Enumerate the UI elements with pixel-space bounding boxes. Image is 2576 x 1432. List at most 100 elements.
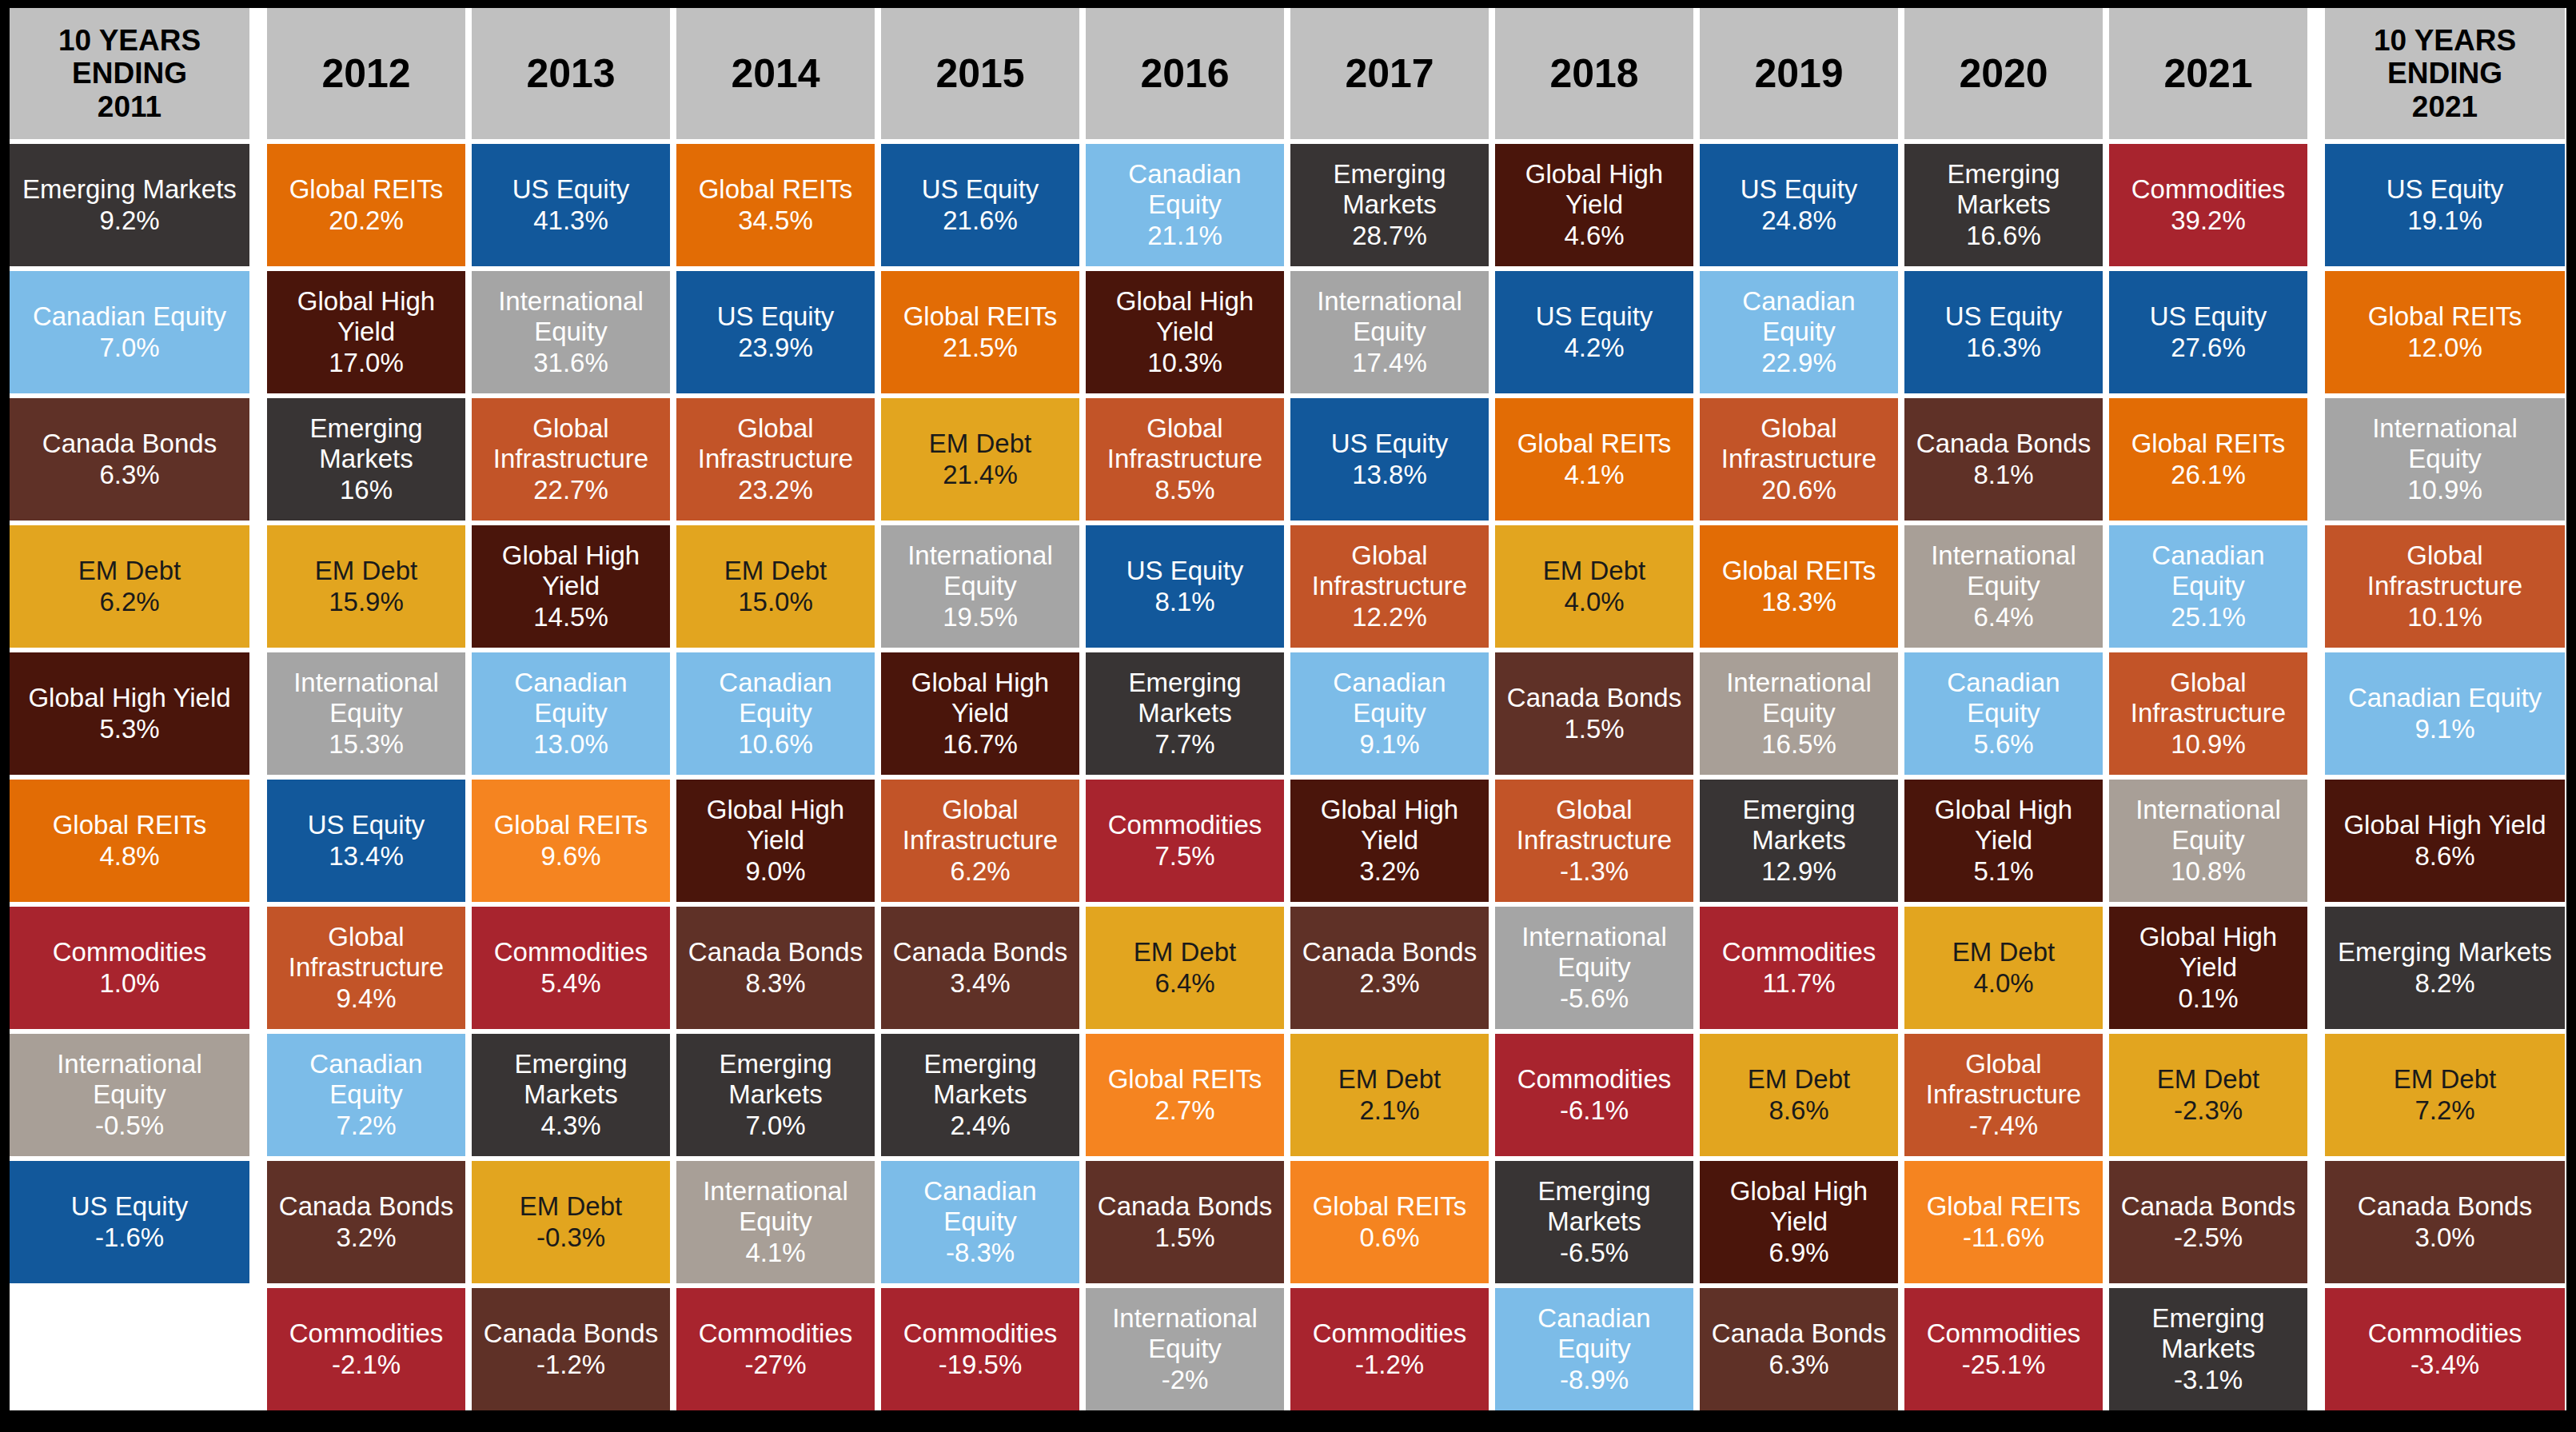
cell-em_debt: EM Debt 15.9% [267,525,465,648]
cell-us_equity: US Equity 21.6% [881,144,1079,266]
asset-label: Commodities [684,1318,867,1349]
year-column-2014: 2014 Global REITs 34.5% US Equity 23.9% … [676,8,875,1410]
asset-label: Canada Bonds [1708,1318,1890,1349]
asset-label: EM Debt [480,1191,662,1222]
asset-label: US Equity [684,301,867,332]
cell-global_high_yield: Global High Yield 8.6% [2325,780,2565,902]
asset-return-value: 10.9% [2117,729,2299,760]
asset-return-value: -25.1% [1912,1350,2095,1380]
asset-return-value: 25.1% [2117,602,2299,632]
cell-global_high_yield: Global High Yield 9.0% [676,780,875,902]
quilt-grid: 10 YEARS ENDING 2011 Emerging Markets 9.… [10,8,2566,1410]
asset-label: Global High Yield [889,668,1071,729]
asset-return-value: 34.5% [684,205,867,236]
asset-return-value: 2.4% [889,1111,1071,1141]
cell-us_equity: US Equity 27.6% [2109,271,2307,393]
asset-label: Emerging Markets [1708,795,1890,856]
asset-label: Commodities [1708,937,1890,967]
asset-return-value: 6.2% [18,587,241,617]
asset-return-value: 4.1% [1503,460,1685,490]
cell-commodities: Commodities -19.5% [881,1288,1079,1410]
asset-return-value: -27% [684,1350,867,1380]
asset-return-value: 4.0% [1503,587,1685,617]
cell-canadian_equity: Canadian Equity 9.1% [2325,652,2565,775]
cell-global_high_yield: Global High Yield 14.5% [472,525,670,648]
asset-return-value: -0.5% [18,1111,241,1141]
asset-return-value: -0.3% [480,1223,662,1253]
asset-label: US Equity [1708,174,1890,205]
cell-emerging_markets: Emerging Markets 28.7% [1290,144,1489,266]
cell-canada_bonds: Canada Bonds 1.5% [1495,652,1693,775]
asset-label: Global REITs [18,810,241,840]
cell-global_high_yield: Global High Yield 0.1% [2109,907,2307,1029]
cell-canadian_equity: Canadian Equity -8.3% [881,1161,1079,1283]
column-header: 2014 [676,8,875,139]
cell-us_equity: US Equity 16.3% [1904,271,2103,393]
asset-return-value: -1.3% [1503,856,1685,887]
asset-return-value: 5.3% [18,714,241,744]
asset-return-value: 9.2% [18,205,241,236]
asset-label: Global High Yield [684,795,867,856]
asset-return-value: -1.6% [18,1223,241,1253]
asset-label: US Equity [1503,301,1685,332]
cell-em_debt: EM Debt 4.0% [1495,525,1693,648]
cell-global_reits: Global REITs 12.0% [2325,271,2565,393]
asset-label: Global High Yield [2333,810,2557,840]
asset-label: Global Infrastructure [275,922,457,983]
asset-return-value: 2.7% [1094,1095,1276,1126]
asset-label: Canada Bonds [1298,937,1481,967]
asset-label: Global REITs [1298,1191,1481,1222]
cell-canadian_equity: Canadian Equity 7.0% [10,271,249,393]
asset-label: Canadian Equity [2333,683,2557,713]
asset-label: Global High Yield [18,683,241,713]
asset-label: Global Infrastructure [480,413,662,475]
asset-label: Emerging Markets [1298,159,1481,221]
column-cells: Global REITs 20.2% Global High Yield 17.… [267,144,465,1410]
cell-em_debt: EM Debt 15.0% [676,525,875,648]
asset-label: US Equity [2117,301,2299,332]
cell-global_infrastructure: Global Infrastructure 20.6% [1700,398,1898,521]
year-column-2012: 2012 Global REITs 20.2% Global High Yiel… [267,8,465,1410]
asset-label: Global REITs [684,174,867,205]
cell-emerging_markets: Emerging Markets 9.2% [10,144,249,266]
asset-label: Global Infrastructure [1708,413,1890,475]
asset-label: Canada Bonds [275,1191,457,1222]
cell-commodities: Commodities 7.5% [1086,780,1284,902]
cell-global_reits: Global REITs 4.1% [1495,398,1693,521]
cell-commodities: Commodities -2.1% [267,1288,465,1410]
asset-return-value: 4.3% [480,1111,662,1141]
cell-emerging_markets: Emerging Markets -6.5% [1495,1161,1693,1283]
cell-global_infrastructure: Global Infrastructure 8.5% [1086,398,1284,521]
asset-label: Canadian Equity [480,668,662,729]
asset-return-value: 19.5% [889,602,1071,632]
asset-return-value: -8.3% [889,1238,1071,1268]
asset-label: Commodities [1298,1318,1481,1349]
year-column-2013: 2013 US Equity 41.3% International Equit… [472,8,670,1410]
asset-return-value: 12.9% [1708,856,1890,887]
cell-international_equity: International Equity 31.6% [472,271,670,393]
asset-label: Commodities [2333,1318,2557,1349]
asset-label: Canada Bonds [889,937,1071,967]
cell-em_debt: EM Debt 8.6% [1700,1034,1898,1156]
cell-global_reits: Global REITs -11.6% [1904,1161,2103,1283]
asset-return-value: 16.5% [1708,729,1890,760]
cell-international_equity: International Equity 4.1% [676,1161,875,1283]
cell-global_high_yield: Global High Yield 4.6% [1495,144,1693,266]
asset-label: Emerging Markets [480,1049,662,1111]
asset-return-value: 8.1% [1094,587,1276,617]
asset-return-value: 9.1% [2333,714,2557,744]
column-header: 2021 [2109,8,2307,139]
asset-label: EM Debt [1708,1064,1890,1095]
asset-return-value: 7.5% [1094,841,1276,872]
cell-emerging_markets: Emerging Markets 16.6% [1904,144,2103,266]
cell-em_debt: EM Debt 7.2% [2325,1034,2565,1156]
asset-return-value: 4.0% [1912,968,2095,999]
asset-return-value: 4.8% [18,841,241,872]
asset-label: Canadian Equity [1708,286,1890,348]
cell-global_reits: Global REITs 18.3% [1700,525,1898,648]
column-cells: Commodities 39.2% US Equity 27.6% Global… [2109,144,2307,1410]
asset-return-value: 5.1% [1912,856,2095,887]
cell-canada_bonds: Canada Bonds 1.5% [1086,1161,1284,1283]
cell-commodities: Commodities 11.7% [1700,907,1898,1029]
asset-return-value: 7.2% [275,1111,457,1141]
